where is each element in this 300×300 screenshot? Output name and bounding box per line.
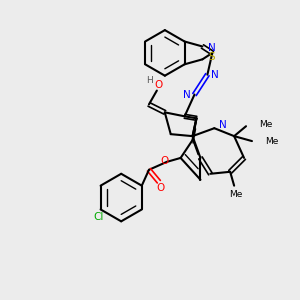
Text: O: O <box>157 183 165 193</box>
Text: N: N <box>212 70 219 80</box>
Text: Me: Me <box>259 120 272 129</box>
Text: O: O <box>161 156 169 166</box>
Text: N: N <box>208 44 216 53</box>
Text: H: H <box>146 76 153 85</box>
Text: Me: Me <box>265 136 278 146</box>
Text: N: N <box>183 89 190 100</box>
Text: N: N <box>219 120 227 130</box>
Text: O: O <box>155 80 163 90</box>
Text: S: S <box>208 52 215 62</box>
Text: Me: Me <box>230 190 243 199</box>
Text: Cl: Cl <box>93 212 104 222</box>
